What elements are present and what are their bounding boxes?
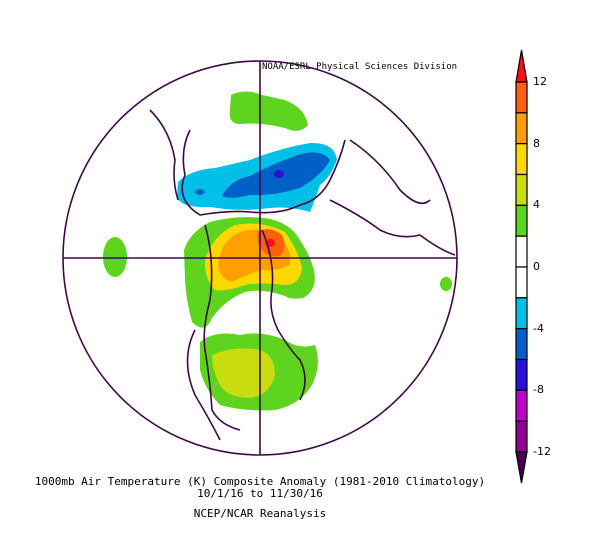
colorbar-box <box>515 81 528 114</box>
colorbar-box <box>515 358 528 391</box>
colorbar-tip-max <box>515 49 528 83</box>
colorbar-tick-label: 4 <box>533 198 540 212</box>
colorbar-box <box>515 204 528 237</box>
colorbar-tick-label: 12 <box>533 75 547 88</box>
colorbar-tick-label: 8 <box>533 136 540 150</box>
colorbar-tick-label: -12 <box>533 445 551 458</box>
data-source: NCEP/NCAR Reanalysis <box>193 507 327 520</box>
colorbar-box <box>515 328 528 361</box>
colorbar-box <box>515 173 528 206</box>
colorbar-box <box>515 112 528 145</box>
colorbar-tick-label: 0 <box>533 260 540 273</box>
map-title: 1000mb Air Temperature (K) Composite Ano… <box>34 475 486 488</box>
colorbar-tick-label: -8 <box>533 383 544 397</box>
colorbar-tick-label: -4 <box>533 321 544 335</box>
anomaly-cold-siberia-min <box>274 170 284 178</box>
colorbar-box <box>515 235 528 268</box>
anomaly-warm-europe <box>440 277 452 291</box>
colorbar-tip-min <box>515 451 528 484</box>
colorbar <box>515 49 528 484</box>
date-range: 10/1/16 to 11/30/16 <box>197 487 323 500</box>
colorbar-box <box>515 143 528 176</box>
colorbar-box <box>515 389 528 422</box>
anomaly-warm-pacific <box>103 237 127 277</box>
colorbar-box <box>515 297 528 330</box>
anomaly-warm-scandinavia <box>229 91 308 131</box>
colorbar-box <box>515 420 528 453</box>
coastlines <box>149 109 456 441</box>
map-boundary <box>62 60 458 456</box>
anomaly-cold-siberia-core <box>195 152 330 198</box>
credit-text: NOAA/ESRL Physical Sciences Division <box>262 62 458 72</box>
colorbar-box <box>515 266 528 299</box>
anomaly-fields <box>103 91 452 411</box>
